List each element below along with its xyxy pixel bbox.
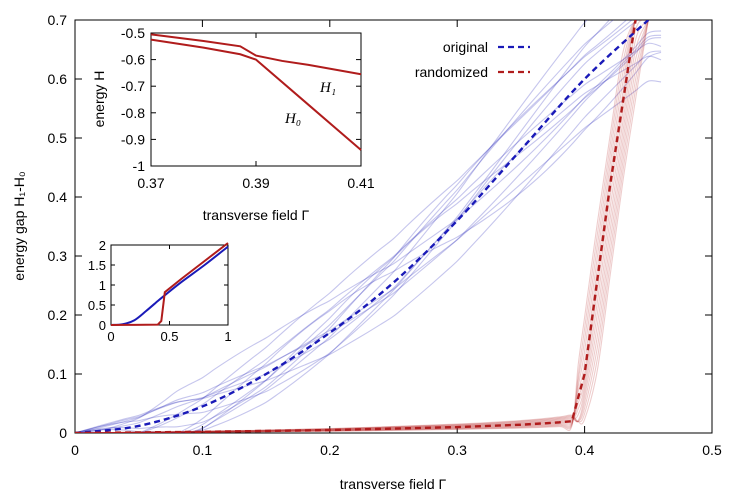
energy-inset-y-tick-label: -0.6 <box>121 52 145 68</box>
legend-label-original: original <box>443 39 488 55</box>
main-y-axis-label: energy gap H₁-H₀ <box>11 171 27 281</box>
original-instance-line <box>75 34 662 433</box>
gap-inset-y-tick-label: 0.5 <box>88 298 106 313</box>
gap-inset-line-original <box>110 245 229 326</box>
energy-inset-y-tick-label: -0.9 <box>121 131 145 147</box>
series-line-original <box>75 20 650 433</box>
main-plot-frame <box>74 19 713 434</box>
gap-inset-x-tick-label: 0 <box>107 329 114 344</box>
gap-inset-line-randomized <box>110 242 229 326</box>
legend-label-randomized: randomized <box>415 64 488 80</box>
main-y-tick-label: 0.2 <box>48 307 68 323</box>
gap-inset-y-tick-label: 2 <box>99 238 106 253</box>
original-instance-line <box>75 37 662 433</box>
energy-inset-x-tick-label: 0.37 <box>137 175 164 191</box>
energy-inset-background <box>151 33 361 166</box>
main-x-tick-label: 0 <box>71 442 79 458</box>
original-instance-line <box>75 51 662 433</box>
main-y-tick-label: 0 <box>59 425 67 441</box>
energy-inset-chart: 0.37 0.39 0.41 -0.5 -0.6 -0.7 -0.8 -0.9 -1 H₁ H₀… <box>91 25 375 223</box>
energy-inset-x-axis-label: transverse field Γ <box>203 207 310 223</box>
main-x-tick-label: 0.1 <box>193 442 213 458</box>
h1-line <box>150 33 362 76</box>
main-y-tick-label: 0.6 <box>48 71 68 87</box>
main-y-tick-label: 0.3 <box>48 248 68 264</box>
original-instance-line <box>75 55 662 433</box>
main-x-tick-label: 0.3 <box>447 442 467 458</box>
main-x-axis-label: transverse field Γ <box>340 476 447 492</box>
h0-line <box>150 38 362 151</box>
gap-inset-x-tick-label: 1 <box>224 329 231 344</box>
energy-inset-y-tick-label: -1 <box>133 158 146 174</box>
series-line-randomized <box>75 20 637 433</box>
gap-overview-inset-chart: 0 0.5 1 0 0.5 1 1.5 2 <box>88 238 232 344</box>
original-instance-line <box>75 30 662 433</box>
main-y-tick-label: 0.7 <box>48 12 68 28</box>
energy-inset-y-tick-label: -0.5 <box>121 25 145 41</box>
main-y-tick-label: 0.4 <box>48 189 68 205</box>
energy-inset-x-tick-label: 0.41 <box>347 175 374 191</box>
original-instance-line <box>75 20 639 433</box>
gap-inset-y-tick-label: 1.5 <box>88 258 106 273</box>
original-instance-line <box>75 42 662 433</box>
gap-inset-y-tick-label: 0 <box>99 318 106 333</box>
main-x-tick-label: 0.4 <box>575 442 595 458</box>
original-instance-line <box>75 20 633 433</box>
main-x-tick-label: 0.5 <box>702 442 722 458</box>
original-instance-line <box>75 20 588 433</box>
energy-inset-y-tick-label: -0.8 <box>121 105 145 121</box>
original-instance-line <box>75 20 614 433</box>
legend: original randomized <box>415 39 530 80</box>
gap-inset-y-tick-label: 1 <box>99 278 106 293</box>
energy-inset-y-axis-label: energy H <box>91 71 107 128</box>
main-y-tick-label: 0.5 <box>48 130 68 146</box>
energy-inset-y-tick-label: -0.7 <box>121 78 145 94</box>
energy-inset-x-tick-label: 0.39 <box>242 175 269 191</box>
main-y-tick-label: 0.1 <box>48 366 68 382</box>
original-instance-line <box>75 20 628 433</box>
h1-annotation: H₁ <box>319 80 336 96</box>
main-chart: 0 0.1 0.2 0.3 0.4 0.5 0 0.1 0.2 0.3 0.4 0.5 0.6 0.7 o… <box>11 12 722 492</box>
original-instance-line <box>75 20 611 433</box>
original-instance-line <box>75 50 662 433</box>
main-x-tick-label: 0.2 <box>320 442 340 458</box>
gap-inset-x-tick-label: 0.5 <box>160 329 178 344</box>
h0-annotation: H₀ <box>284 111 301 127</box>
